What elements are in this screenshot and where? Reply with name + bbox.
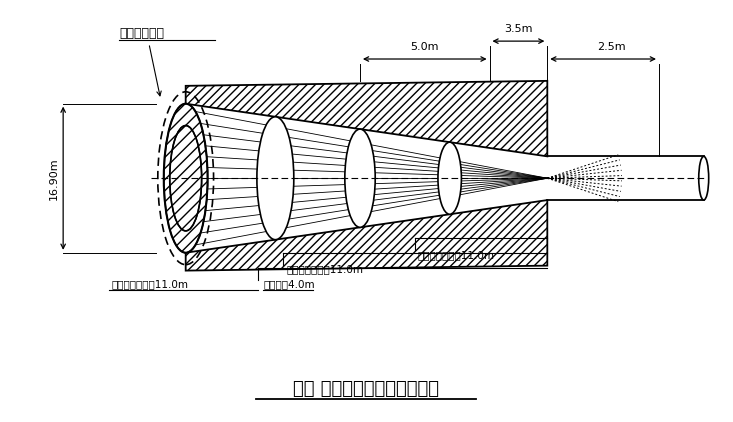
Ellipse shape <box>438 142 461 214</box>
Ellipse shape <box>257 117 294 240</box>
Text: 第一段注浆范围11.0m: 第一段注浆范围11.0m <box>418 250 495 260</box>
Polygon shape <box>185 81 548 157</box>
Polygon shape <box>185 200 548 271</box>
Text: 第三段注浆范围11.0m: 第三段注浆范围11.0m <box>112 279 189 289</box>
Text: 16.90m: 16.90m <box>49 157 59 200</box>
Ellipse shape <box>699 157 709 200</box>
Ellipse shape <box>163 104 207 253</box>
Text: 止浆岩盘4.0m: 止浆岩盘4.0m <box>263 279 315 289</box>
Text: 2.5m: 2.5m <box>597 42 625 52</box>
Text: 图二 注浆施工工序立体示意图: 图二 注浆施工工序立体示意图 <box>293 380 439 398</box>
Text: 5.0m: 5.0m <box>410 42 439 52</box>
Text: 3.5m: 3.5m <box>504 24 533 34</box>
Text: 有效注浆范围: 有效注浆范围 <box>119 27 164 40</box>
Ellipse shape <box>170 126 202 231</box>
Ellipse shape <box>345 129 375 227</box>
Text: 第二段注浆范围11.0m: 第二段注浆范围11.0m <box>287 265 364 275</box>
